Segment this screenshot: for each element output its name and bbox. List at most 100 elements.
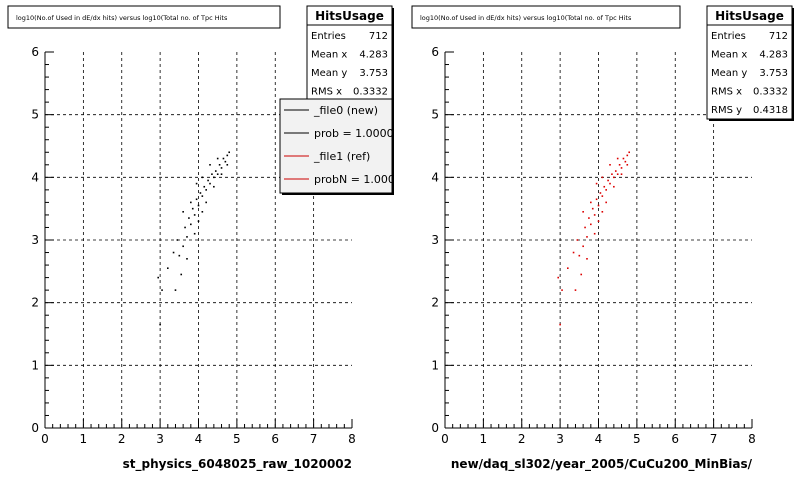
stats-label: RMS y [711,105,742,116]
data-point [222,157,225,160]
data-point [601,195,604,197]
data-point [624,160,627,163]
data-point [180,273,183,276]
stats-value: 4.283 [759,50,788,61]
x-tick-label: 3 [156,432,164,446]
stats-value: 3.753 [759,68,788,79]
data-point [224,160,227,163]
data-point [191,207,194,210]
x-tick-label: 7 [310,432,318,446]
stats-value: 0.4318 [753,105,788,116]
data-point [209,164,211,166]
data-point [597,204,600,207]
data-point [559,323,561,326]
data-point [193,232,196,235]
data-point [176,239,179,241]
data-point [614,170,617,172]
y-tick-label: 0 [431,421,439,435]
data-point [182,211,184,213]
title-box [7,5,281,29]
data-point [580,273,583,276]
x-tick-label: 1 [80,432,88,446]
stats-label: RMS x [311,87,342,98]
data-point [582,245,584,248]
stats-label: Entries [711,31,746,42]
data-point [220,173,223,175]
stats-label: Mean x [711,50,747,61]
data-point [209,182,211,185]
data-point [611,173,613,175]
data-point [195,182,198,185]
data-point [622,157,625,160]
data-point [618,164,621,166]
data-point [195,198,198,201]
chart-panel-1: 0 1 2 3 4 5 6 7 8 0 1 2 3 4 5 6 st_physics_6048025_raw_1… [7,5,408,472]
data-point [197,204,200,207]
data-point [626,154,629,157]
data-point [203,185,206,188]
x-tick-label: 7 [710,432,718,446]
data-point [184,226,186,229]
data-point [586,258,588,260]
stats-value: 0.3332 [353,87,388,98]
legend-box [279,98,393,194]
legend-label: prob = 1.000000 [314,127,408,140]
y-tick-label: 4 [31,170,39,184]
scatter-points [157,151,230,326]
chart-panel-2: 0 1 2 3 4 5 6 7 8 0 1 2 3 4 5 6 new/daq_sl302/year_2005/… [411,5,794,472]
y-tick-label: 5 [31,108,39,122]
x-tick-label: 6 [271,432,279,446]
stats-title: HitsUsage [715,9,784,23]
title-box [411,5,681,29]
data-point [605,189,607,191]
y-tick-label: 6 [431,45,439,59]
data-point [593,232,596,235]
data-point [216,157,219,160]
stats-label: Mean y [711,68,747,79]
stats-box [306,5,393,107]
data-point [609,182,611,185]
data-point [582,211,584,213]
data-point [572,251,575,254]
x-tick-label: 2 [518,432,526,446]
data-point [601,211,604,213]
y-tick-label: 3 [431,233,439,247]
data-point [157,276,160,279]
data-point [167,267,169,269]
x-tick-label: 8 [348,432,356,446]
data-point [609,164,611,166]
data-point [561,289,563,291]
stats-value: 712 [369,31,388,42]
data-point [603,185,606,188]
x-axis-label: st_physics_6048025_raw_1020002 [123,457,352,472]
data-point [620,167,623,169]
stats-value: 4.283 [359,50,388,61]
data-point [161,289,163,291]
data-point [578,254,581,257]
y-tick-label: 5 [431,108,439,122]
stats-value: 3.753 [359,68,388,79]
data-point [616,157,619,160]
data-point [213,176,215,179]
data-point [593,214,596,216]
data-point [188,217,190,219]
data-point [595,182,598,185]
data-point [590,201,592,204]
legend-label: _file1 (ref) [313,150,370,163]
data-point [214,170,217,172]
y-tick-label: 2 [31,296,39,310]
scatter-points [557,151,630,326]
data-point [182,245,184,248]
legend: _file0 (new) prob = 1.000000 _file1 (ref) p… [279,98,408,195]
data-point [205,189,207,191]
y-tick-label: 4 [431,170,439,184]
stats-label: Mean x [311,50,347,61]
data-point [193,214,196,216]
data-point [567,267,569,269]
y-tick-label: 6 [31,45,39,59]
data-point [186,258,188,260]
data-point [590,223,592,226]
x-axis-label: new/daq_sl302/year_2005/CuCu200_MinBias/ [451,457,753,472]
data-point [576,239,579,241]
